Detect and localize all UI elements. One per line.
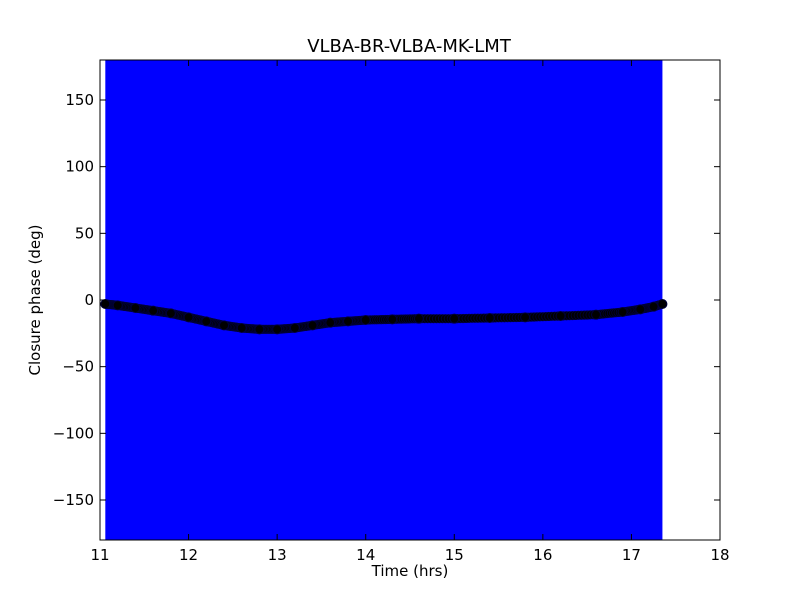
data-point	[360, 315, 371, 325]
x-tick-label: 16	[533, 546, 552, 564]
y-tick-label: 0	[84, 291, 94, 309]
data-point	[555, 311, 566, 321]
error-band	[105, 60, 663, 540]
y-tick-label: −50	[62, 358, 94, 376]
data-point	[100, 299, 111, 309]
x-tick-label: 15	[445, 546, 464, 564]
chart-title: VLBA-BR-VLBA-MK-LMT	[307, 36, 512, 57]
x-tick-label: 14	[356, 546, 375, 564]
data-point	[219, 320, 229, 331]
data-point	[165, 308, 176, 319]
data-point	[307, 320, 318, 331]
x-tick-label: 13	[268, 546, 287, 564]
y-axis-label: Closure phase (deg)	[26, 225, 44, 376]
data-point	[254, 324, 265, 335]
data-point	[112, 300, 123, 311]
y-tick-label: −150	[53, 491, 94, 509]
data-point	[591, 309, 601, 320]
data-point	[648, 301, 659, 312]
data-point	[289, 323, 300, 333]
data-point	[635, 304, 646, 315]
data-point	[201, 316, 212, 327]
plot-area: 11 12 13 14 15 16 17 18 150 100 50 0 −50 −100 −150	[53, 59, 730, 564]
data-point	[272, 324, 283, 335]
data-point	[617, 307, 628, 317]
data-point	[484, 313, 495, 323]
data-point	[413, 313, 424, 324]
data-point	[236, 323, 247, 333]
y-axis-ticks: 150 100 50 0 −50 −100 −150	[53, 91, 720, 509]
data-point	[130, 303, 141, 313]
y-tick-label: 150	[65, 91, 94, 109]
data-point	[387, 314, 398, 325]
x-tick-label: 11	[90, 546, 109, 564]
data-point	[520, 312, 531, 323]
data-point	[657, 299, 668, 309]
data-point	[449, 313, 460, 324]
data-point	[343, 316, 353, 327]
x-axis-ticks: 11 12 13 14 15 16 17 18	[90, 60, 730, 564]
data-point	[148, 305, 159, 316]
data-point	[325, 317, 336, 328]
y-tick-label: −100	[53, 424, 94, 442]
data-point	[183, 312, 194, 323]
x-tick-label: 12	[179, 546, 198, 564]
x-tick-label: 18	[710, 546, 729, 564]
x-axis-label: Time (hrs)	[371, 562, 449, 580]
error-band-layer	[105, 60, 663, 540]
data-points-layer	[100, 299, 668, 335]
y-tick-label: 100	[65, 158, 94, 176]
y-tick-label: 50	[75, 224, 94, 242]
x-tick-label: 17	[622, 546, 641, 564]
